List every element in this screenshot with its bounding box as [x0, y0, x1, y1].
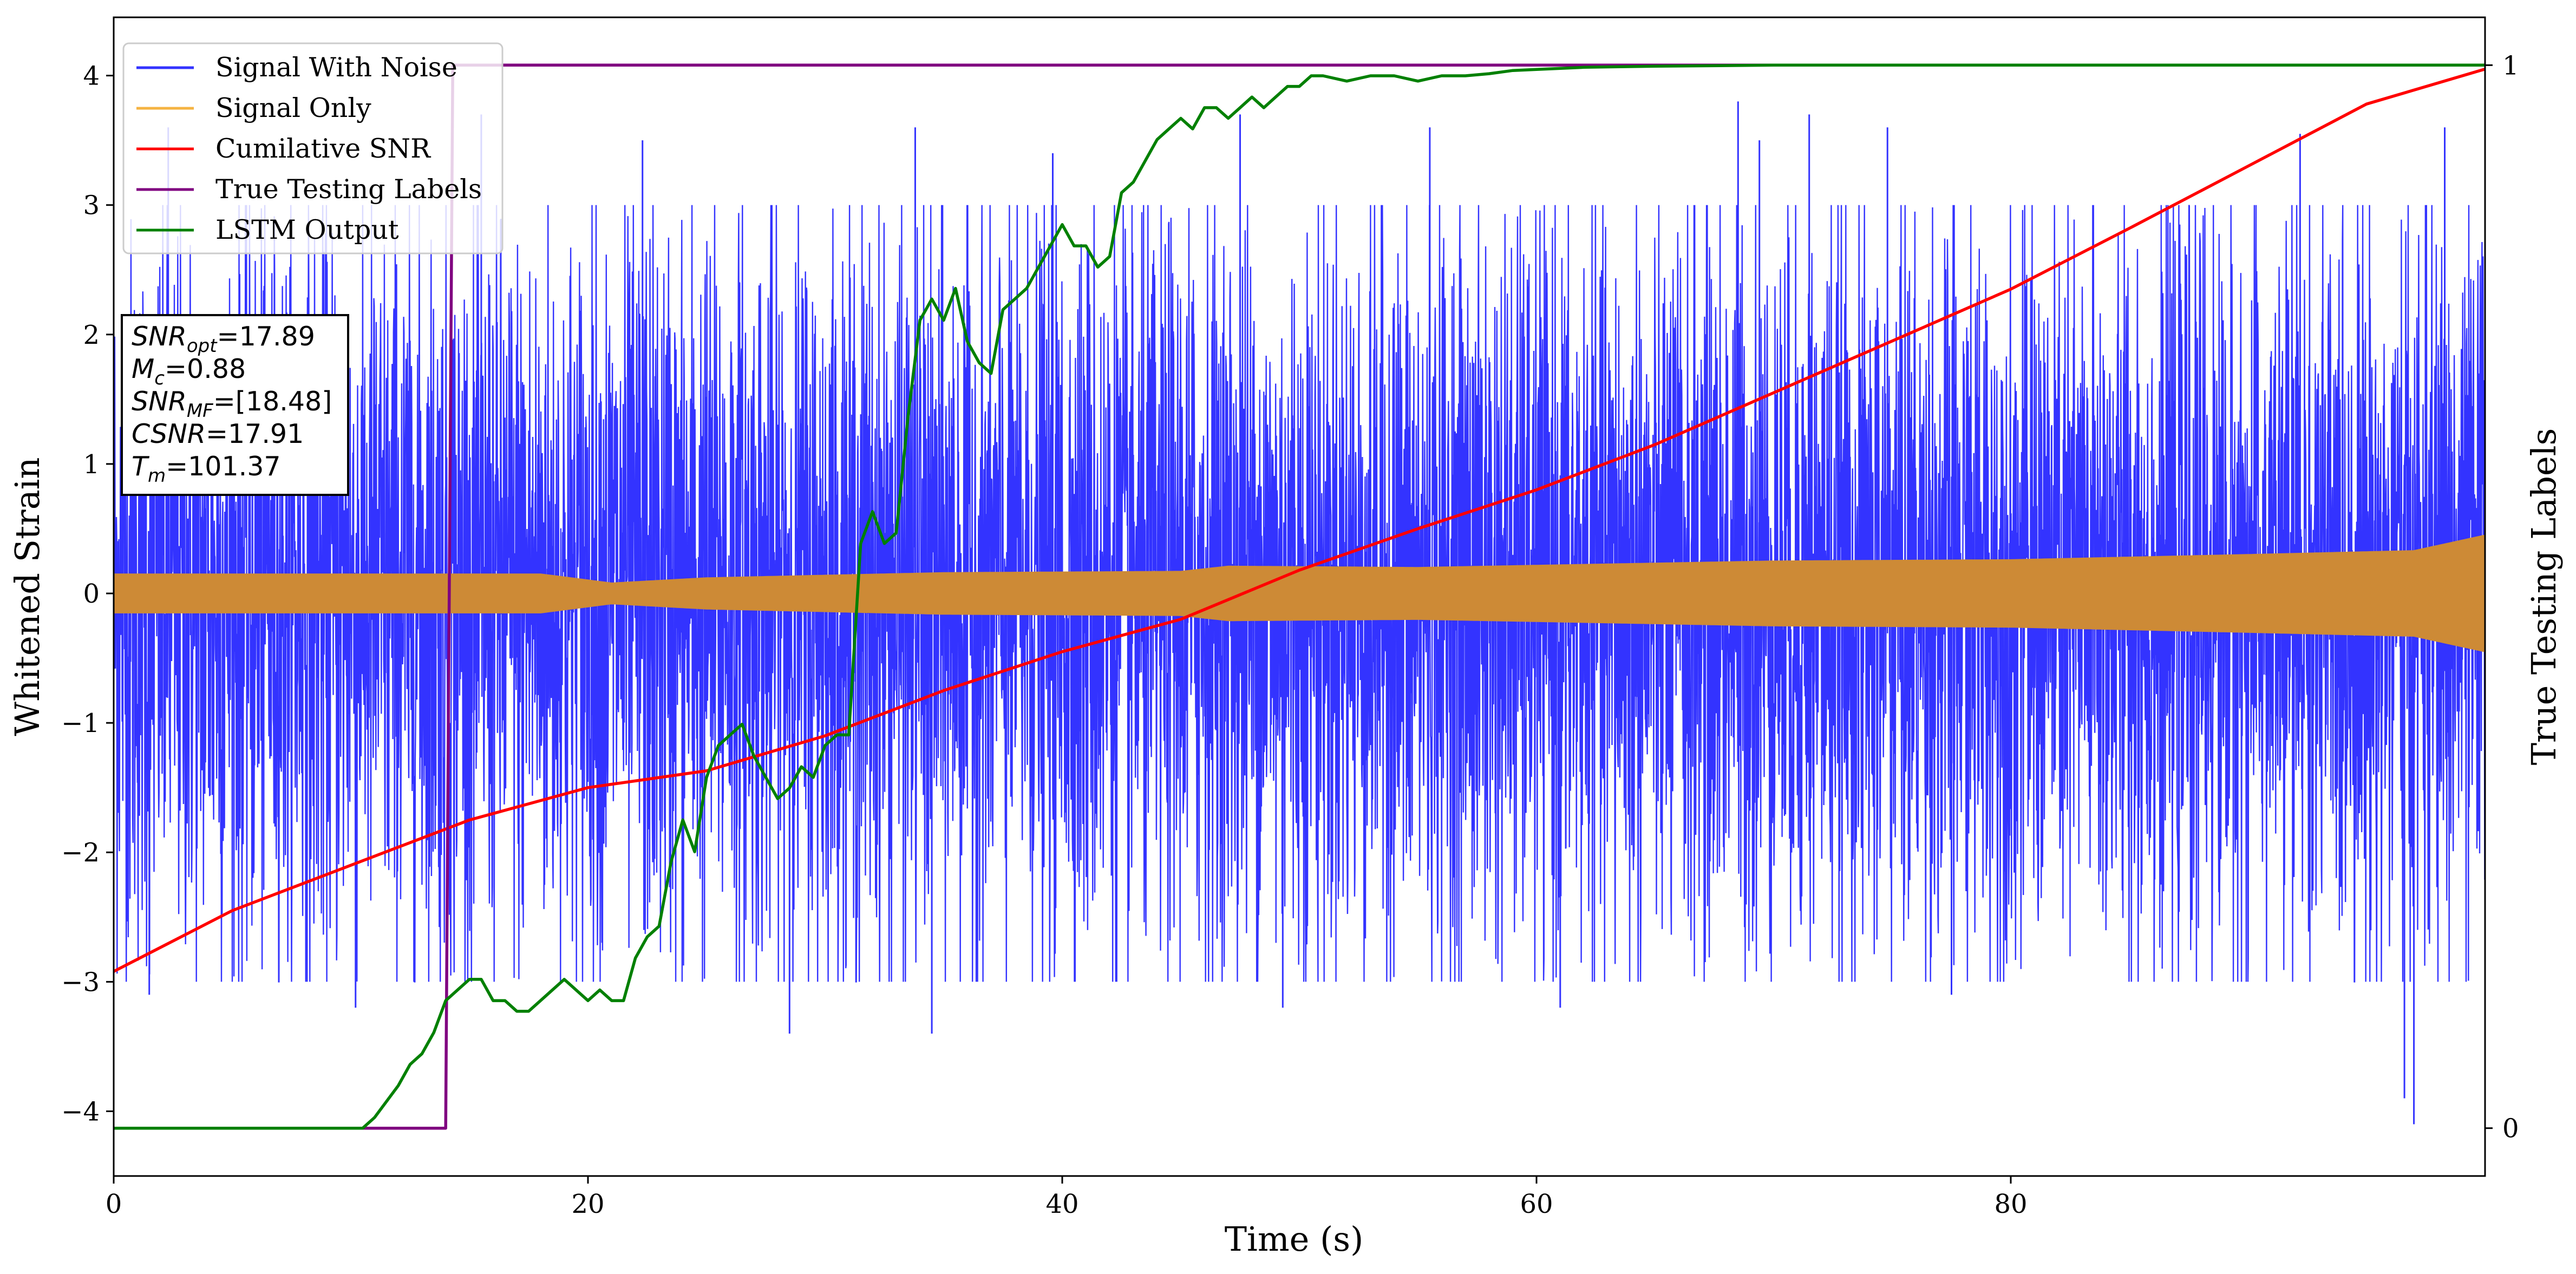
annotation-line-2: SNRMF=[18.48] — [132, 386, 332, 422]
legend-frame — [122, 42, 504, 254]
annotation-line-1: Mc=0.88 — [132, 354, 246, 389]
y-tick-label--4: −4 — [61, 1096, 100, 1127]
y-tick-label-3: 3 — [83, 191, 100, 221]
annotation-line-0: SNRopt=17.89 — [132, 321, 315, 357]
legend-label-4: LSTM Output — [215, 214, 399, 245]
signal-only-trace — [114, 534, 2485, 652]
annotation-frame — [121, 314, 349, 496]
plot-frame — [113, 16, 2486, 1177]
y-tick-label-2: 2 — [83, 320, 100, 350]
metrics-annotation-box: SNRopt=17.89Mc=0.88SNRMF=[18.48]CSNR=17.… — [121, 314, 349, 496]
overlay-lines — [114, 63, 2485, 1130]
y-tick-label-4: 4 — [83, 61, 100, 92]
series-lstm-output-line — [114, 63, 2485, 1130]
y-tick-label--3: −3 — [61, 967, 100, 997]
series-signal-only-band — [114, 534, 2485, 652]
annotation-line-3: CSNR=17.91 — [132, 419, 304, 449]
annotation-line-4: Tm=101.37 — [132, 451, 281, 487]
legend-label-0: Signal With Noise — [215, 52, 457, 83]
series-cumilative-snr-line — [114, 67, 2485, 973]
x-tick-label-20: 20 — [571, 1189, 604, 1219]
x-tick-label-60: 60 — [1520, 1189, 1553, 1219]
signal-with-noise-trace — [114, 101, 2485, 1125]
x-tick-label-0: 0 — [106, 1189, 122, 1219]
y-right-tick-label-0: 0 — [2502, 1114, 2519, 1144]
legend-label-1: Signal Only — [215, 93, 371, 123]
y-tick-label-0: 0 — [83, 579, 100, 609]
x-tick-label-80: 80 — [1994, 1189, 2027, 1219]
y-tick-label--1: −1 — [61, 708, 100, 739]
x-tick-label-40: 40 — [1045, 1189, 1078, 1219]
legend-label-3: True Testing Labels — [215, 174, 482, 205]
y-tick-label-1: 1 — [83, 449, 100, 480]
legend: Signal With Noise Signal Only Cumilative S… — [122, 42, 504, 254]
y-axis-right-title: True Testing Labels — [2524, 428, 2564, 766]
y-axis-title: Whitened Strain — [8, 458, 47, 736]
y-tick-label--2: −2 — [61, 838, 100, 868]
legend-label-2: Cumilative SNR — [215, 133, 431, 164]
x-axis-title: Time (s) — [1225, 1219, 1364, 1259]
y-right-tick-label-1: 1 — [2502, 50, 2519, 81]
